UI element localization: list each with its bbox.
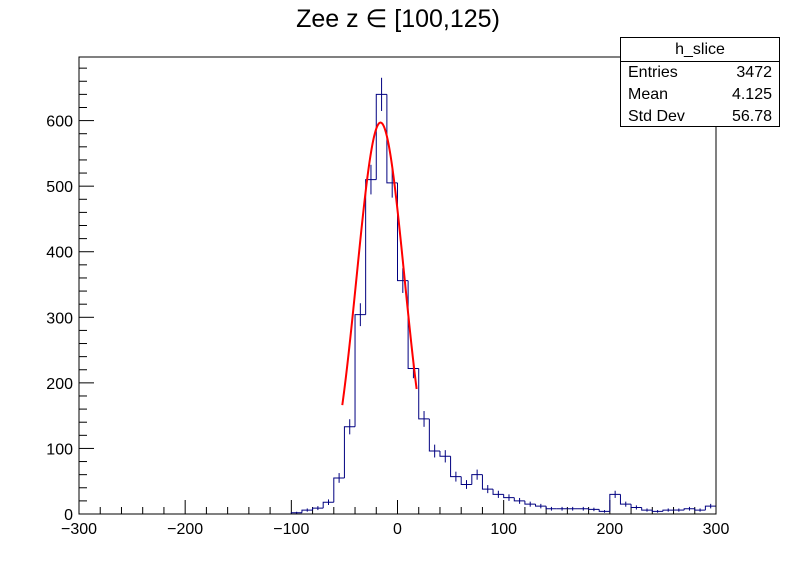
stats-box-title: h_slice	[621, 38, 779, 62]
histogram-bin	[545, 506, 557, 510]
y-tick-label: 0	[64, 507, 73, 524]
histogram-bin	[312, 507, 324, 511]
histogram-bin	[492, 489, 504, 495]
y-tick-label: 500	[46, 179, 73, 196]
histogram-bin	[333, 477, 345, 503]
histogram-bin	[630, 504, 642, 508]
y-tick-label: 600	[46, 114, 73, 131]
x-tick-label: 200	[596, 521, 623, 538]
histogram-bin	[641, 507, 653, 511]
stats-value: 3472	[736, 64, 772, 81]
tick-labels: −300 −200 −100 0 100 200 300 0 100 200 300 400 500 60…	[46, 114, 729, 538]
histogram-bin	[609, 493, 621, 512]
histogram-bin	[481, 474, 494, 490]
histogram-bin	[513, 497, 525, 502]
stats-label: Mean	[628, 86, 669, 103]
stats-label: Entries	[628, 64, 678, 81]
stats-row-entries: Entries 3472	[621, 62, 779, 84]
histogram-bin	[450, 456, 462, 478]
histogram-bin	[619, 494, 632, 505]
histogram-bins	[79, 93, 717, 515]
stats-row-stddev: Std Dev 56.78	[621, 106, 779, 128]
stats-row-mean: Mean 4.125	[621, 84, 779, 106]
x-tick-label: 300	[703, 521, 730, 538]
histogram-bin	[683, 508, 695, 511]
x-tick-label: −100	[273, 521, 309, 538]
stats-value: 56.78	[731, 108, 772, 125]
stats-value: 4.125	[731, 86, 772, 103]
histogram-bin	[439, 451, 451, 457]
y-tick-label: 300	[46, 310, 73, 327]
histogram-bin	[460, 476, 472, 485]
axis-ticks	[78, 67, 717, 515]
y-tick-label: 400	[46, 245, 73, 262]
histogram-bin	[343, 426, 356, 478]
histogram-bin	[365, 179, 377, 315]
histogram-bin	[588, 508, 600, 510]
x-tick-label: −300	[61, 521, 97, 538]
stats-label: Std Dev	[628, 108, 685, 125]
y-tick-label: 100	[46, 441, 73, 458]
histogram-bin	[471, 474, 483, 485]
plot-frame	[78, 56, 717, 515]
x-tick-label: −200	[167, 521, 203, 538]
histogram-bin	[375, 93, 387, 180]
x-tick-label: 100	[490, 521, 517, 538]
stats-box: h_slice Entries 3472 Mean 4.125 Std Dev …	[620, 37, 780, 127]
histogram-bin	[662, 509, 674, 512]
chart-title: Zee z ∈ [100,125)	[296, 5, 500, 33]
histogram-bin	[651, 510, 663, 512]
histogram-bin	[322, 501, 334, 509]
y-tick-label: 200	[46, 376, 73, 393]
histogram-bin	[428, 418, 440, 452]
histogram-bin	[704, 505, 716, 511]
histogram-bin	[598, 509, 610, 512]
histogram-bin	[535, 504, 547, 507]
histogram-bin	[354, 314, 366, 427]
histogram-bin	[418, 368, 430, 420]
error-bars	[296, 77, 712, 514]
x-tick-label: 0	[393, 521, 402, 538]
fit-curve-layer	[341, 121, 418, 406]
histogram-bin	[503, 494, 515, 499]
histogram-bin	[301, 509, 313, 513]
histogram-bin	[694, 508, 706, 511]
gaussian-fit-curve	[341, 121, 418, 406]
histogram-bin	[524, 500, 536, 505]
